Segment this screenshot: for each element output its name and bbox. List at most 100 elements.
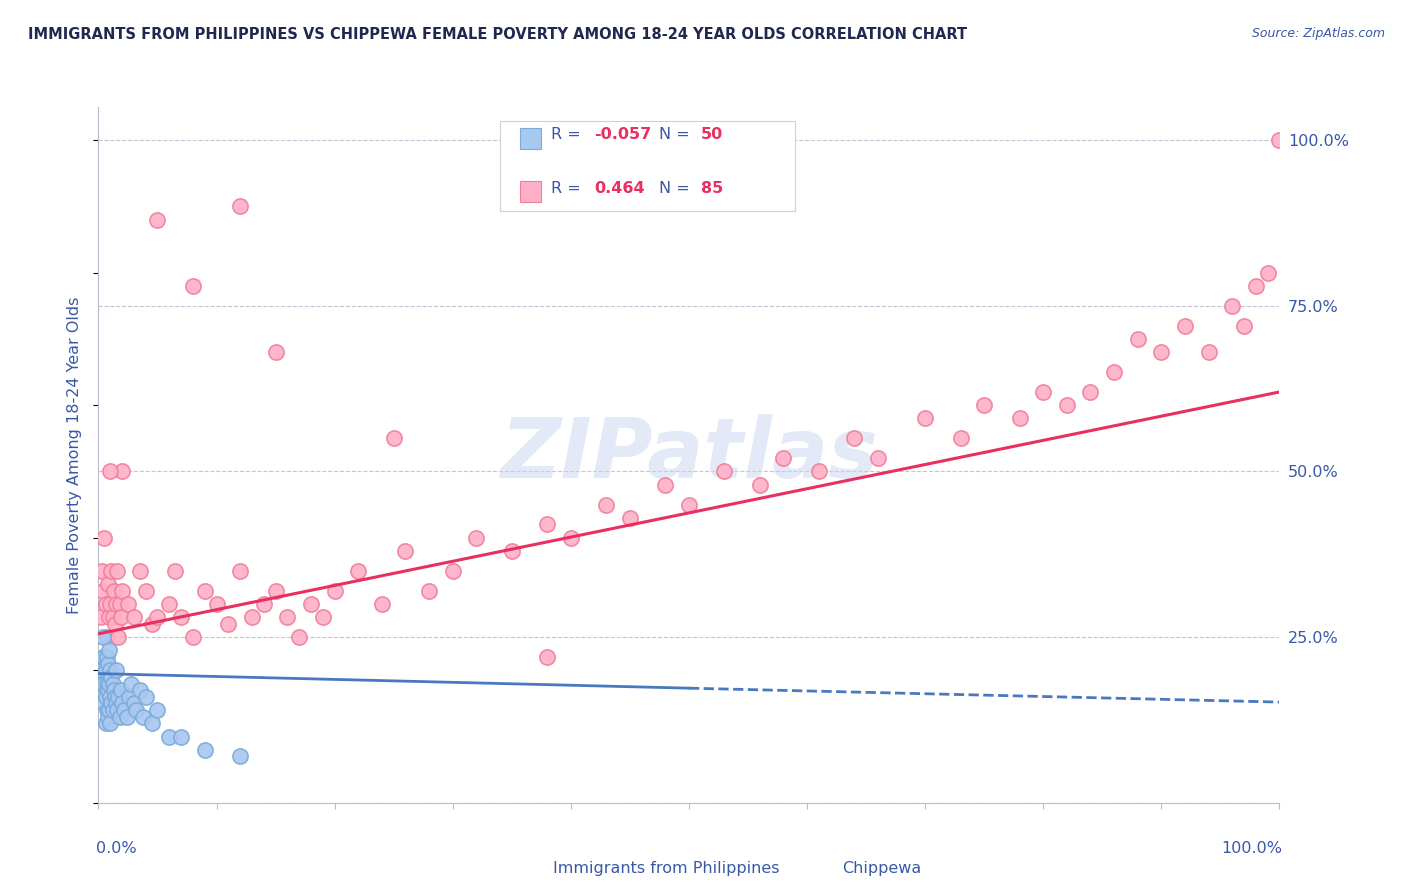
Point <box>560 531 582 545</box>
Point <box>93 697 115 711</box>
Point <box>91 650 114 665</box>
Point <box>104 690 127 704</box>
Point <box>105 703 128 717</box>
Point <box>132 709 155 723</box>
Point <box>170 610 193 624</box>
Point <box>118 690 141 704</box>
Point <box>125 703 148 717</box>
Point <box>90 610 112 624</box>
Point <box>98 676 121 690</box>
Text: 0.464: 0.464 <box>595 181 645 196</box>
Text: 85: 85 <box>700 181 723 196</box>
Point <box>105 697 128 711</box>
Text: Source: ZipAtlas.com: Source: ZipAtlas.com <box>1251 27 1385 40</box>
Point <box>1268 133 1291 147</box>
Point <box>111 697 134 711</box>
Point <box>98 663 121 677</box>
Point <box>91 630 114 644</box>
Text: R =: R = <box>551 128 586 143</box>
Point <box>229 199 252 213</box>
Point <box>115 709 138 723</box>
FancyBboxPatch shape <box>523 860 546 877</box>
Point <box>194 583 217 598</box>
Point <box>110 610 132 624</box>
Point <box>103 683 125 698</box>
Point <box>347 564 370 578</box>
Point <box>105 663 128 677</box>
Point <box>146 703 169 717</box>
Point <box>97 709 120 723</box>
Point <box>105 564 128 578</box>
Text: 50: 50 <box>700 128 723 143</box>
Point <box>205 597 228 611</box>
Point <box>312 610 335 624</box>
Point <box>1244 279 1267 293</box>
Point <box>536 517 558 532</box>
Point <box>141 616 163 631</box>
Point <box>108 709 131 723</box>
Point <box>1126 332 1149 346</box>
Point <box>90 676 112 690</box>
Point <box>146 212 169 227</box>
Point <box>97 577 120 591</box>
Point <box>128 683 150 698</box>
Point <box>98 703 121 717</box>
Text: Immigrants from Philippines: Immigrants from Philippines <box>553 861 779 876</box>
Text: R =: R = <box>551 181 586 196</box>
Point <box>157 730 180 744</box>
Point <box>98 690 121 704</box>
Point <box>100 670 122 684</box>
Point <box>93 676 115 690</box>
Point <box>122 697 145 711</box>
Point <box>973 398 995 412</box>
Text: IMMIGRANTS FROM PHILIPPINES VS CHIPPEWA FEMALE POVERTY AMONG 18-24 YEAR OLDS COR: IMMIGRANTS FROM PHILIPPINES VS CHIPPEWA … <box>28 27 967 42</box>
Point <box>94 663 117 677</box>
Point <box>1220 299 1243 313</box>
Point <box>93 531 115 545</box>
Point <box>98 643 121 657</box>
Point <box>135 690 157 704</box>
Point <box>1032 384 1054 399</box>
Point <box>100 697 122 711</box>
Text: Chippewa: Chippewa <box>842 861 922 876</box>
Text: N =: N = <box>659 181 696 196</box>
Point <box>165 564 187 578</box>
Point <box>264 345 287 359</box>
Point <box>91 564 114 578</box>
Point <box>101 610 124 624</box>
Point <box>240 610 263 624</box>
Point <box>100 564 122 578</box>
Point <box>121 676 143 690</box>
Text: -0.057: -0.057 <box>595 128 652 143</box>
Point <box>111 465 134 479</box>
Point <box>107 690 129 704</box>
FancyBboxPatch shape <box>813 860 834 877</box>
Point <box>94 716 117 731</box>
Point <box>772 451 794 466</box>
Point <box>94 690 117 704</box>
Point <box>217 616 239 631</box>
Point <box>229 564 252 578</box>
Point <box>866 451 889 466</box>
Point <box>98 716 121 731</box>
Point <box>844 431 866 445</box>
Point <box>97 657 120 671</box>
Point <box>229 749 252 764</box>
Point <box>157 597 180 611</box>
FancyBboxPatch shape <box>501 121 796 211</box>
Point <box>91 583 114 598</box>
Point <box>288 630 311 644</box>
Point <box>96 703 118 717</box>
Point <box>1008 411 1031 425</box>
Point <box>101 703 124 717</box>
Point <box>441 564 464 578</box>
Point <box>595 498 617 512</box>
Point <box>98 465 121 479</box>
Point <box>108 597 131 611</box>
Point <box>146 610 169 624</box>
Point <box>122 610 145 624</box>
Point <box>1056 398 1078 412</box>
Point <box>1233 318 1256 333</box>
Point <box>117 597 139 611</box>
Point <box>98 610 121 624</box>
